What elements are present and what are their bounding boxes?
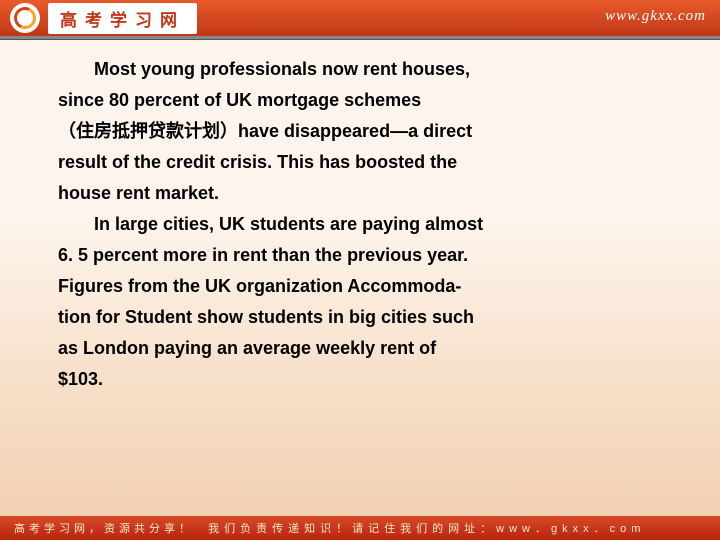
- p2-line3: Figures from the UK organization Accommo…: [58, 276, 461, 296]
- document-body: Most young professionals now rent houses…: [0, 40, 720, 394]
- p2-line4: tion for Student show students in big ci…: [58, 307, 474, 327]
- footer-bar: 高考学习网，资源共分享！ 我们负责传递知识！请记住我们的网址：www．gkxx．…: [0, 516, 720, 540]
- p1-line4: result of the credit crisis. This has bo…: [58, 152, 457, 172]
- logo-swirl-icon: [11, 4, 39, 32]
- p1-line3: （住房抵押贷款计划）have disappeared—a direct: [58, 121, 472, 141]
- p2-line1: In large cities, UK students are paying …: [58, 209, 483, 240]
- logo-icon: [10, 3, 40, 33]
- footer-right: 我们负责传递知识！请记住我们的网址：www．gkxx．com: [208, 520, 645, 536]
- footer-left: 高考学习网，资源共分享！: [14, 520, 194, 536]
- header-bar: 高考学习网 www.gkxx.com: [0, 0, 720, 36]
- p1-line5: house rent market.: [58, 183, 219, 203]
- p2-line6: $103.: [58, 369, 103, 389]
- site-url: www.gkxx.com: [605, 8, 706, 25]
- p2-line5: as London paying an average weekly rent …: [58, 338, 436, 358]
- p1-line1: Most young professionals now rent houses…: [58, 54, 470, 85]
- site-title: 高考学习网: [48, 3, 197, 34]
- p2-line2: 6. 5 percent more in rent than the previ…: [58, 245, 468, 265]
- p1-line2: since 80 percent of UK mortgage schemes: [58, 90, 421, 110]
